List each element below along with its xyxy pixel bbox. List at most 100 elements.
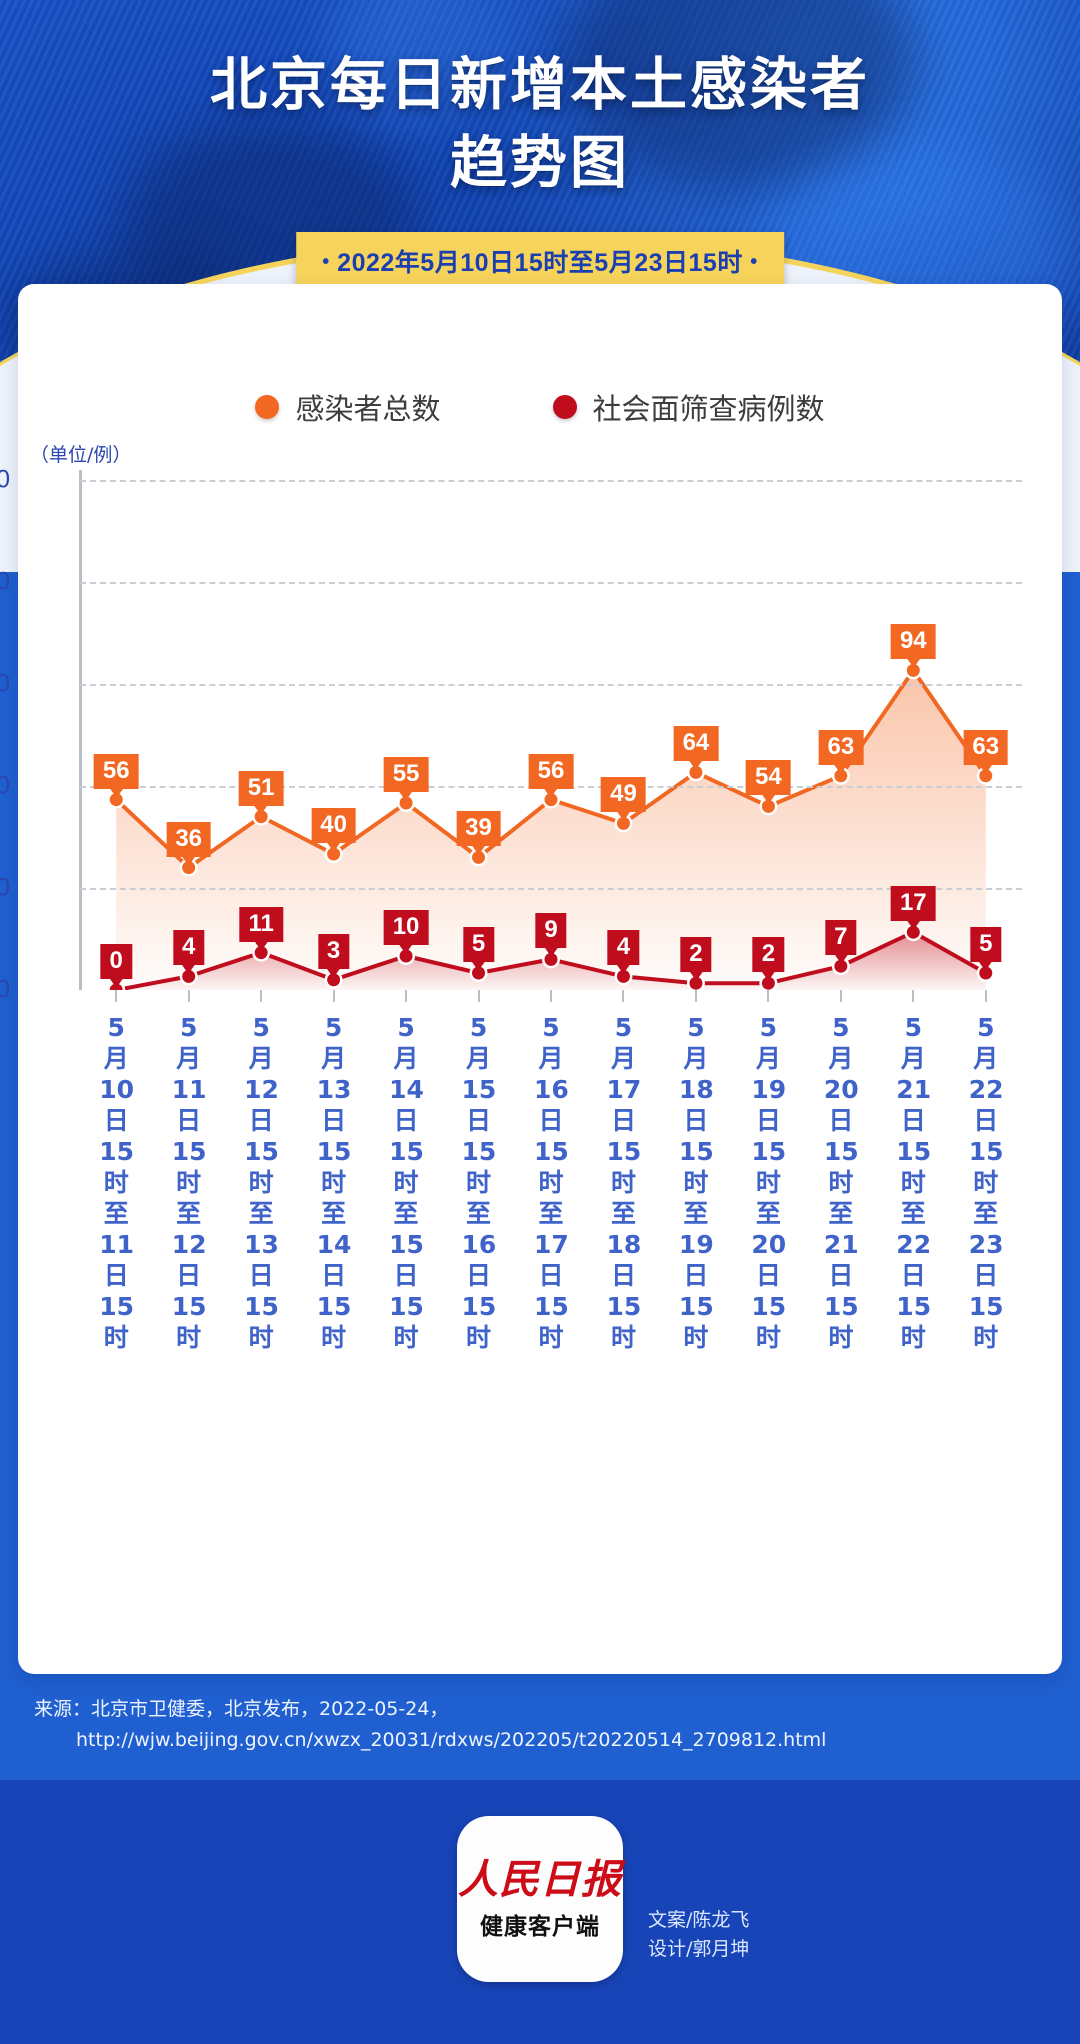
x-axis-label-char: 日 (755, 1106, 781, 1135)
x-axis-tick (115, 990, 118, 1002)
legend-item-total[interactable]: 感染者总数 (255, 386, 441, 428)
x-axis-label-char: 15 (461, 1137, 497, 1166)
x-axis-tick (694, 990, 697, 1002)
x-axis-label-char: 日 (538, 1261, 564, 1290)
chart-legend: 感染者总数 社会面筛查病例数 (18, 386, 1062, 428)
y-axis-tick-label: 90 (0, 669, 10, 698)
x-axis-label-char: 18 (678, 1075, 714, 1104)
source-line-1: 来源：北京市卫健委，北京发布，2022-05-24， (34, 1698, 449, 1720)
x-axis-label-char: 22 (968, 1075, 1004, 1104)
x-axis-label-char: 15 (389, 1292, 424, 1321)
value-label-total: 63 (818, 729, 864, 774)
value-label-screening: 10 (383, 910, 429, 954)
x-axis-tick (767, 990, 770, 1002)
x-axis-label-char: 时 (900, 1323, 926, 1352)
x-axis-label-char: 时 (321, 1168, 347, 1197)
x-axis-label-char: 19 (751, 1075, 787, 1104)
x-axis-tick (260, 990, 263, 1002)
x-axis-label: 5 月 10 日 15 时至 11 日 15 时 (99, 1012, 135, 1353)
x-axis-label-char: 时 (900, 1168, 926, 1197)
badge-bullet-left: • (322, 251, 330, 273)
x-axis-label-char: 日 (828, 1261, 854, 1290)
page-title: 北京每日新增本土感染者 趋势图 (0, 46, 1080, 202)
x-axis-label-char: 15 (389, 1137, 424, 1166)
x-axis-tick (622, 990, 625, 1002)
x-axis-label-char: 5 (179, 1013, 198, 1042)
logo-sub-text: 健康客户端 (480, 1913, 600, 1940)
y-axis-tick-label: 0 (0, 975, 10, 1004)
date-range-badge: • 2022年5月10日15时至5月23日15时 • (296, 232, 784, 290)
x-axis-label-char: 至 (683, 1199, 709, 1228)
x-axis-label-char: 17 (606, 1075, 642, 1104)
value-label-total: 55 (383, 757, 429, 801)
x-axis-label-char: 15 (896, 1137, 932, 1166)
legend-item-screening[interactable]: 社会面筛查病例数 (552, 386, 825, 428)
value-label-total: 64 (673, 726, 719, 771)
x-axis-label-char: 22 (896, 1230, 932, 1259)
x-axis-label-char: 日 (900, 1106, 926, 1135)
legend-label-screening: 社会面筛查病例数 (592, 392, 825, 426)
x-axis-label-char: 12 (244, 1075, 279, 1104)
x-axis-label-char: 至 (176, 1199, 202, 1228)
legend-dot-total-icon (255, 395, 280, 419)
value-label-total: 56 (93, 753, 139, 798)
x-axis-tick (405, 990, 408, 1002)
x-axis-label-char: 时 (393, 1168, 419, 1197)
x-axis-label-char: 日 (683, 1106, 709, 1135)
x-axis-label-char: 21 (823, 1230, 859, 1259)
x-axis-label-char: 时 (610, 1323, 636, 1352)
title-line-1: 北京每日新增本土感染者 (210, 52, 870, 118)
x-axis-label-char: 15 (606, 1137, 642, 1166)
x-axis-tick (984, 990, 987, 1002)
x-axis-label-char: 5 (324, 1013, 343, 1042)
value-label-screening: 3 (317, 933, 350, 978)
x-axis-label-char: 15 (678, 1292, 714, 1321)
x-axis-label-char: 至 (755, 1199, 781, 1228)
value-label-screening: 2 (680, 937, 712, 982)
x-axis-label-char: 时 (828, 1323, 854, 1352)
source-line-2[interactable]: http://wjw.beijing.gov.cn/xwzx_20031/rdx… (76, 1729, 827, 1751)
x-axis-label-char: 月 (610, 1044, 636, 1073)
x-axis-label-char: 月 (321, 1044, 347, 1073)
x-axis-label-char: 20 (823, 1075, 859, 1104)
logo-main-text: 人民日报 (458, 1856, 622, 1903)
gridline (80, 480, 1022, 482)
x-axis-label-char: 至 (828, 1199, 854, 1228)
x-axis-tick (332, 990, 335, 1002)
value-label-screening: 4 (173, 930, 205, 975)
x-axis-label-char: 至 (538, 1199, 564, 1228)
x-axis-label-char: 月 (176, 1044, 202, 1073)
y-axis-tick-label: 30 (0, 873, 10, 902)
x-axis-label-char: 月 (103, 1044, 129, 1073)
x-axis-label-char: 日 (321, 1261, 347, 1290)
x-axis-label-char: 时 (828, 1168, 854, 1197)
x-axis-label-char: 时 (755, 1323, 781, 1352)
x-axis-label-char: 15 (751, 1292, 787, 1321)
x-axis-tick (839, 990, 842, 1002)
x-axis-label-char: 日 (466, 1261, 492, 1290)
x-axis-label-char: 日 (248, 1106, 274, 1135)
gridline (80, 582, 1022, 584)
x-axis-label-char: 13 (244, 1230, 279, 1259)
x-axis-label-char: 时 (466, 1323, 492, 1352)
x-axis-label-char: 15 (99, 1137, 135, 1166)
x-axis-label-char: 月 (683, 1044, 709, 1073)
x-axis-label-char: 19 (678, 1230, 714, 1259)
x-axis-tick (550, 990, 552, 1002)
x-axis-label: 5 月 22 日 15 时至 23 日 15 时 (968, 1012, 1004, 1353)
value-label-screening: 9 (535, 913, 567, 958)
x-axis-label-char: 至 (900, 1199, 926, 1228)
value-label-total: 56 (528, 753, 574, 798)
x-axis-label: 5 月 14 日 15 时至 15 日 15 时 (389, 1012, 424, 1353)
x-axis-label-char: 至 (973, 1199, 999, 1228)
x-axis-label-char: 日 (393, 1261, 419, 1290)
x-axis-label-char: 日 (610, 1261, 636, 1290)
x-axis-label-char: 日 (610, 1106, 636, 1135)
gridline (80, 888, 1022, 890)
x-axis-label-char: 11 (171, 1075, 207, 1104)
x-axis-label-char: 时 (973, 1168, 999, 1197)
x-axis-label-char: 15 (968, 1137, 1004, 1166)
x-axis-label-char: 15 (244, 1292, 279, 1321)
y-axis-tick-label: 120 (0, 567, 10, 596)
value-label-total: 40 (311, 808, 356, 852)
